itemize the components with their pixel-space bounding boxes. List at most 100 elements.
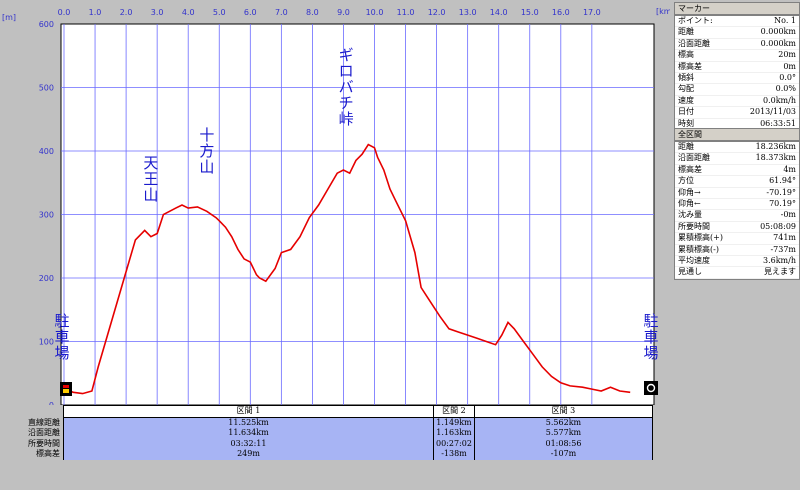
y-tick-labels: 0 100 200 300 400 500 600 [39,20,54,405]
table-row: 直線距離 11.525km 1.149km 5.562km [2,417,654,428]
marker-key: 標高 [678,50,694,60]
marker-value: 06:33:51 [760,118,796,128]
x-tick-label: 3.0 [151,8,164,17]
marker-value: 0.000km [760,27,796,37]
total-panel-title: 全区間 [674,128,800,141]
total-key: 距離 [678,142,694,151]
row-label: 沿面距離 [2,428,64,439]
y-tick-label: 400 [39,147,54,156]
x-tick-labels: 0.0 1.0 2.0 3.0 4.0 5.0 6.0 7.0 8.0 9.0 10.0 11.0 12… [58,8,601,17]
x-tick-label: 2.0 [120,8,133,17]
total-value: -0m [780,210,796,220]
section-header-blank [2,405,64,417]
y-unit-label: [m] [2,13,16,22]
total-key: 累積標高(+) [678,233,723,243]
y-tick-label: 300 [39,211,54,220]
cell-value: 5.577km [473,428,654,439]
start-marker-icon[interactable] [60,382,72,396]
marker-value: 0.0° [779,72,796,82]
total-key: 仰角← [678,198,701,208]
marker-value: 2013/11/03 [749,107,796,117]
row-label: 所要時間 [2,438,64,449]
y-tick-label: 600 [39,20,54,29]
cell-value: 11.525km [63,417,434,428]
marker-value: 0.0% [775,84,796,94]
total-key: 沿面距離 [678,153,710,163]
section-table: 区間 1 区間 2 区間 3 直線距離 11.525km 1.149km 5.5… [2,405,654,460]
total-row: 沿面距離 18.373km [675,153,799,165]
cell-value: -107m [473,449,654,460]
elevation-chart: 0.0 1.0 2.0 3.0 4.0 5.0 6.0 7.0 8.0 9.0 10.0 11.0 12… [2,7,670,405]
total-row: 累積標高(-) -737m [675,245,799,256]
annotation-label: 天王山 [143,154,158,204]
marker-row: ポイント: No. 1 [675,16,799,28]
x-tick-label: 10.0 [366,8,384,17]
x-tick-label: 1.0 [89,8,102,17]
cell-value: 01:08:56 [473,438,654,449]
total-row: 沈み量 -0m [675,210,799,222]
row-label: 直線距離 [2,417,64,428]
row-label: 標高差 [2,449,64,460]
x-tick-label: 8.0 [306,8,319,17]
total-key: 平均速度 [678,255,710,265]
y-tick-label: 100 [39,338,54,347]
elevation-line [63,143,631,395]
x-tick-label: 12.0 [428,8,446,17]
total-row: 見通し 見えます [675,267,799,279]
annotation-label: 駐車場 [54,312,69,362]
total-value: 70.19° [769,198,796,208]
total-panel: 全区間 距離 18.236km 沿面距離 18.373km 標高差 4m 方位 61.94° 仰… [674,128,800,280]
total-value: 61.94° [769,176,796,186]
marker-panel-body: ポイント: No. 1 距離 0.000km 沿面距離 0.000km 標高 20m 標高差 0m… [674,15,800,131]
x-tick-label: 13.0 [459,8,477,17]
x-tick-label: 4.0 [182,8,195,17]
total-row: 方位 61.94° [675,176,799,188]
marker-row: 標高 20m [675,50,799,62]
y-tick-label: 200 [39,274,54,283]
marker-value: No. 1 [774,16,796,25]
marker-key: 標高差 [678,61,702,71]
total-row: 仰角→ -70.19° [675,188,799,199]
marker-key: 勾配 [678,84,694,94]
end-marker-icon[interactable] [644,381,658,395]
total-value: 4m [783,164,796,174]
marker-key: 沿面距離 [678,38,710,48]
total-value: -737m [770,244,796,254]
x-tick-label: 11.0 [397,8,415,17]
total-row: 平均速度 3.6km/h [675,255,799,268]
total-key: 沈み量 [678,210,702,220]
cell-value: 1.149km [433,417,475,428]
table-row: 沿面距離 11.634km 1.163km 5.577km [2,428,654,439]
total-value: 741m [773,233,796,243]
total-row: 仰角← 70.19° [675,198,799,211]
marker-panel: マーカー ポイント: No. 1 距離 0.000km 沿面距離 0.000km 標高 20m… [674,2,800,131]
total-row: 所要時間 05:08:09 [675,221,799,234]
marker-value: 20m [778,50,796,60]
marker-value: 0.000km [760,38,796,48]
cell-value: 1.163km [433,428,475,439]
cell-value: 249m [63,449,434,460]
annotation-label: 駐車場 [643,312,658,362]
cell-value: 00:27:02 [433,438,475,449]
total-value: 18.373km [755,153,796,163]
marker-value: 0.0km/h [762,95,796,105]
x-tick-label: 16.0 [552,8,570,17]
marker-row: 傾斜 0.0° [675,72,799,85]
total-key: 累積標高(-) [678,244,719,254]
marker-row: 日付 2013/11/03 [675,107,799,119]
total-value: 05:08:09 [760,221,796,231]
section-header-1: 区間 1 [63,405,434,418]
total-key: 方位 [678,176,694,186]
table-row: 標高差 249m -138m -107m [2,449,654,460]
cell-value: 5.562km [473,417,654,428]
x-tick-label: 5.0 [213,8,226,17]
total-value: -70.19° [766,187,796,197]
marker-key: 傾斜 [678,72,694,82]
x-tick-label: 17.0 [583,8,601,17]
marker-row: 速度 0.0km/h [675,95,799,108]
marker-key: 速度 [678,95,694,105]
x-tick-label: 0.0 [58,8,71,17]
marker-row: 沿面距離 0.000km [675,38,799,51]
x-tick-label: 6.0 [244,8,257,17]
